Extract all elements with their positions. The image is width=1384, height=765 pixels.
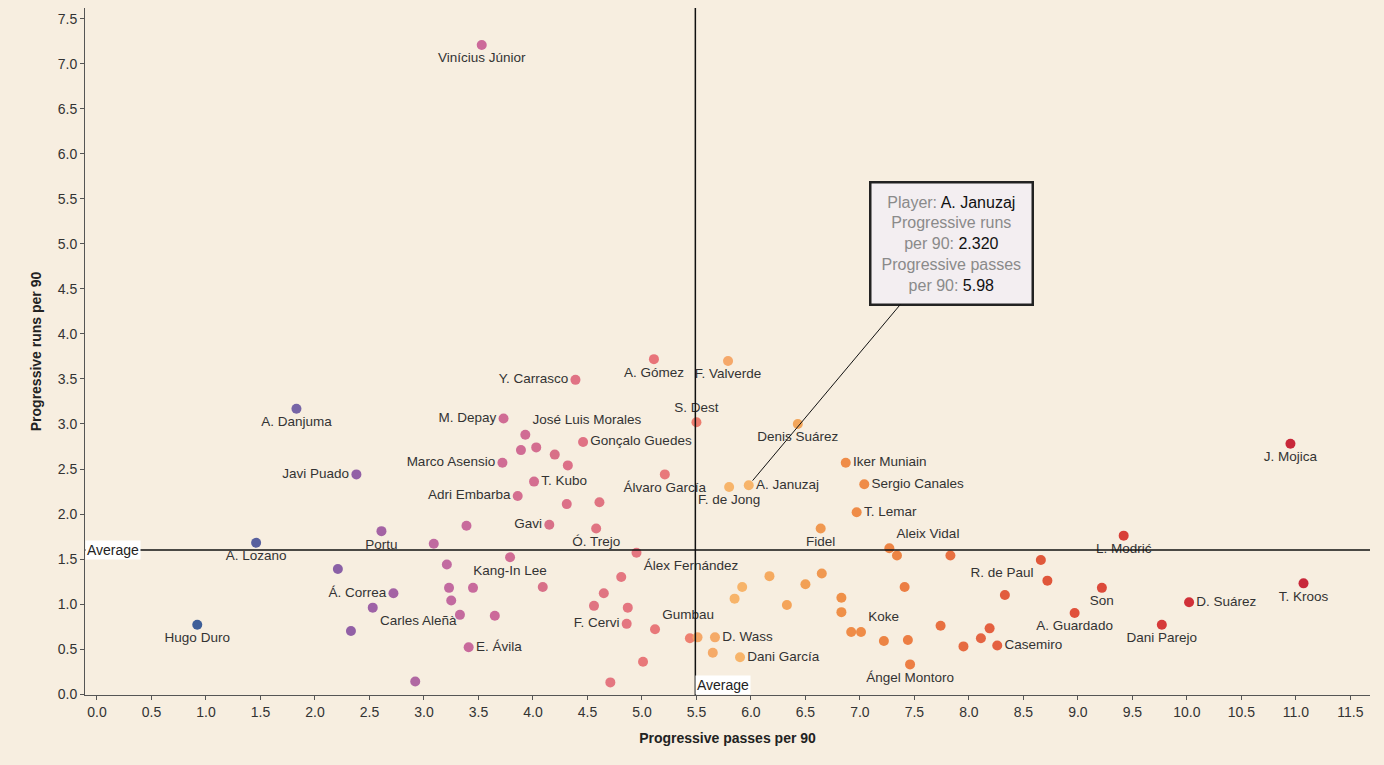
svg-text:A. Gómez: A. Gómez (624, 365, 684, 380)
svg-text:Progressive runs per 90: Progressive runs per 90 (28, 272, 44, 432)
svg-text:Portu: Portu (365, 537, 397, 552)
svg-text:F. Cervi: F. Cervi (574, 615, 620, 630)
svg-text:José Luis Morales: José Luis Morales (533, 412, 642, 427)
svg-text:1.0: 1.0 (58, 596, 78, 612)
svg-text:Marco Asensio: Marco Asensio (407, 454, 496, 469)
svg-text:1.5: 1.5 (251, 704, 271, 720)
svg-text:Progressive passes per 90: Progressive passes per 90 (639, 730, 816, 746)
svg-text:11.5: 11.5 (1337, 704, 1363, 720)
svg-text:Kang-In Lee: Kang-In Lee (473, 563, 547, 578)
svg-text:5.0: 5.0 (58, 236, 78, 252)
svg-text:0.5: 0.5 (142, 704, 162, 720)
svg-text:9.5: 9.5 (1123, 704, 1143, 720)
svg-text:6.5: 6.5 (796, 704, 816, 720)
svg-text:7.0: 7.0 (850, 704, 870, 720)
svg-text:4.5: 4.5 (578, 704, 598, 720)
svg-text:Aleix Vidal: Aleix Vidal (897, 526, 960, 541)
svg-text:11.0: 11.0 (1283, 704, 1309, 720)
svg-text:D. Wass: D. Wass (722, 629, 773, 644)
svg-text:5.0: 5.0 (632, 704, 652, 720)
svg-text:2.0: 2.0 (58, 506, 78, 522)
svg-text:F. Valverde: F. Valverde (695, 366, 762, 381)
svg-text:0.0: 0.0 (58, 686, 78, 702)
svg-text:Javi Puado: Javi Puado (282, 466, 349, 481)
svg-text:Gumbau: Gumbau (662, 607, 714, 622)
svg-text:10.0: 10.0 (1173, 704, 1200, 720)
svg-text:3.5: 3.5 (58, 371, 78, 387)
svg-text:M. Depay: M. Depay (438, 410, 496, 425)
svg-text:2.5: 2.5 (360, 704, 380, 720)
svg-text:Sergio Canales: Sergio Canales (872, 476, 965, 491)
svg-text:T. Lemar: T. Lemar (864, 504, 917, 519)
svg-text:L. Modrić: L. Modrić (1096, 541, 1152, 556)
svg-text:Y. Carrasco: Y. Carrasco (499, 371, 569, 386)
svg-text:T. Kroos: T. Kroos (1279, 589, 1329, 604)
svg-text:4.0: 4.0 (523, 704, 543, 720)
svg-text:1.5: 1.5 (58, 551, 78, 567)
svg-text:Dani García: Dani García (747, 649, 820, 664)
svg-text:2.0: 2.0 (305, 704, 325, 720)
svg-text:8.0: 8.0 (959, 704, 979, 720)
svg-text:E. Ávila: E. Ávila (476, 639, 522, 654)
svg-text:Casemiro: Casemiro (1005, 637, 1063, 652)
svg-text:A. Guardado: A. Guardado (1036, 618, 1113, 633)
svg-text:Fidel: Fidel (806, 534, 835, 549)
svg-text:Average: Average (697, 677, 749, 693)
svg-text:1.0: 1.0 (196, 704, 216, 720)
svg-text:Carles Aleñà: Carles Aleñà (380, 613, 457, 628)
svg-text:9.0: 9.0 (1068, 704, 1088, 720)
svg-text:6.5: 6.5 (58, 101, 78, 117)
svg-text:R. de Paul: R. de Paul (971, 565, 1034, 580)
svg-text:Iker Muniain: Iker Muniain (853, 454, 927, 469)
svg-text:Denis Suárez: Denis Suárez (757, 429, 838, 444)
svg-text:10.5: 10.5 (1228, 704, 1255, 720)
svg-text:8.5: 8.5 (1014, 704, 1034, 720)
svg-text:Álvaro García: Álvaro García (624, 480, 707, 495)
svg-text:0.0: 0.0 (87, 704, 107, 720)
svg-text:0.5: 0.5 (58, 641, 78, 657)
svg-text:6.0: 6.0 (741, 704, 761, 720)
svg-text:5.5: 5.5 (58, 191, 78, 207)
svg-text:A. Januzaj: A. Januzaj (756, 477, 819, 492)
svg-text:Á. Correa: Á. Correa (328, 585, 386, 600)
svg-text:6.0: 6.0 (58, 146, 78, 162)
svg-text:Ángel Montoro: Ángel Montoro (866, 670, 954, 685)
svg-text:Adri Embarba: Adri Embarba (428, 487, 511, 502)
svg-text:7.0: 7.0 (58, 56, 78, 72)
svg-text:Hugo Duro: Hugo Duro (165, 630, 230, 645)
svg-text:Koke: Koke (868, 609, 899, 624)
svg-text:3.5: 3.5 (469, 704, 489, 720)
svg-text:A. Danjuma: A. Danjuma (261, 414, 332, 429)
svg-text:3.0: 3.0 (414, 704, 434, 720)
svg-text:S. Dest: S. Dest (674, 400, 719, 415)
svg-text:7.5: 7.5 (58, 11, 78, 27)
svg-text:5.5: 5.5 (687, 704, 707, 720)
svg-text:Ó. Trejo: Ó. Trejo (572, 534, 620, 549)
svg-text:Average: Average (87, 542, 139, 558)
svg-text:A. Lozano: A. Lozano (226, 548, 287, 563)
svg-text:Dani Parejo: Dani Parejo (1127, 630, 1198, 645)
svg-text:7.5: 7.5 (905, 704, 925, 720)
svg-text:J. Mojica: J. Mojica (1264, 449, 1318, 464)
svg-text:Vinícius Júnior: Vinícius Júnior (438, 50, 526, 65)
svg-text:Son: Son (1090, 593, 1114, 608)
svg-text:4.5: 4.5 (58, 281, 78, 297)
svg-text:2.5: 2.5 (58, 461, 78, 477)
svg-text:F. de Jong: F. de Jong (698, 492, 760, 507)
svg-text:Gonçalo Guedes: Gonçalo Guedes (590, 433, 692, 448)
svg-text:3.0: 3.0 (58, 416, 78, 432)
svg-text:Álex Fernández: Álex Fernández (644, 558, 739, 573)
svg-text:4.0: 4.0 (58, 326, 78, 342)
svg-text:T. Kubo: T. Kubo (541, 473, 587, 488)
svg-text:D. Suárez: D. Suárez (1196, 594, 1256, 609)
svg-text:Player: A. JanuzajProgressive: Player: A. JanuzajProgressive runsper 90… (882, 194, 1022, 294)
svg-text:Gavi: Gavi (514, 516, 542, 531)
